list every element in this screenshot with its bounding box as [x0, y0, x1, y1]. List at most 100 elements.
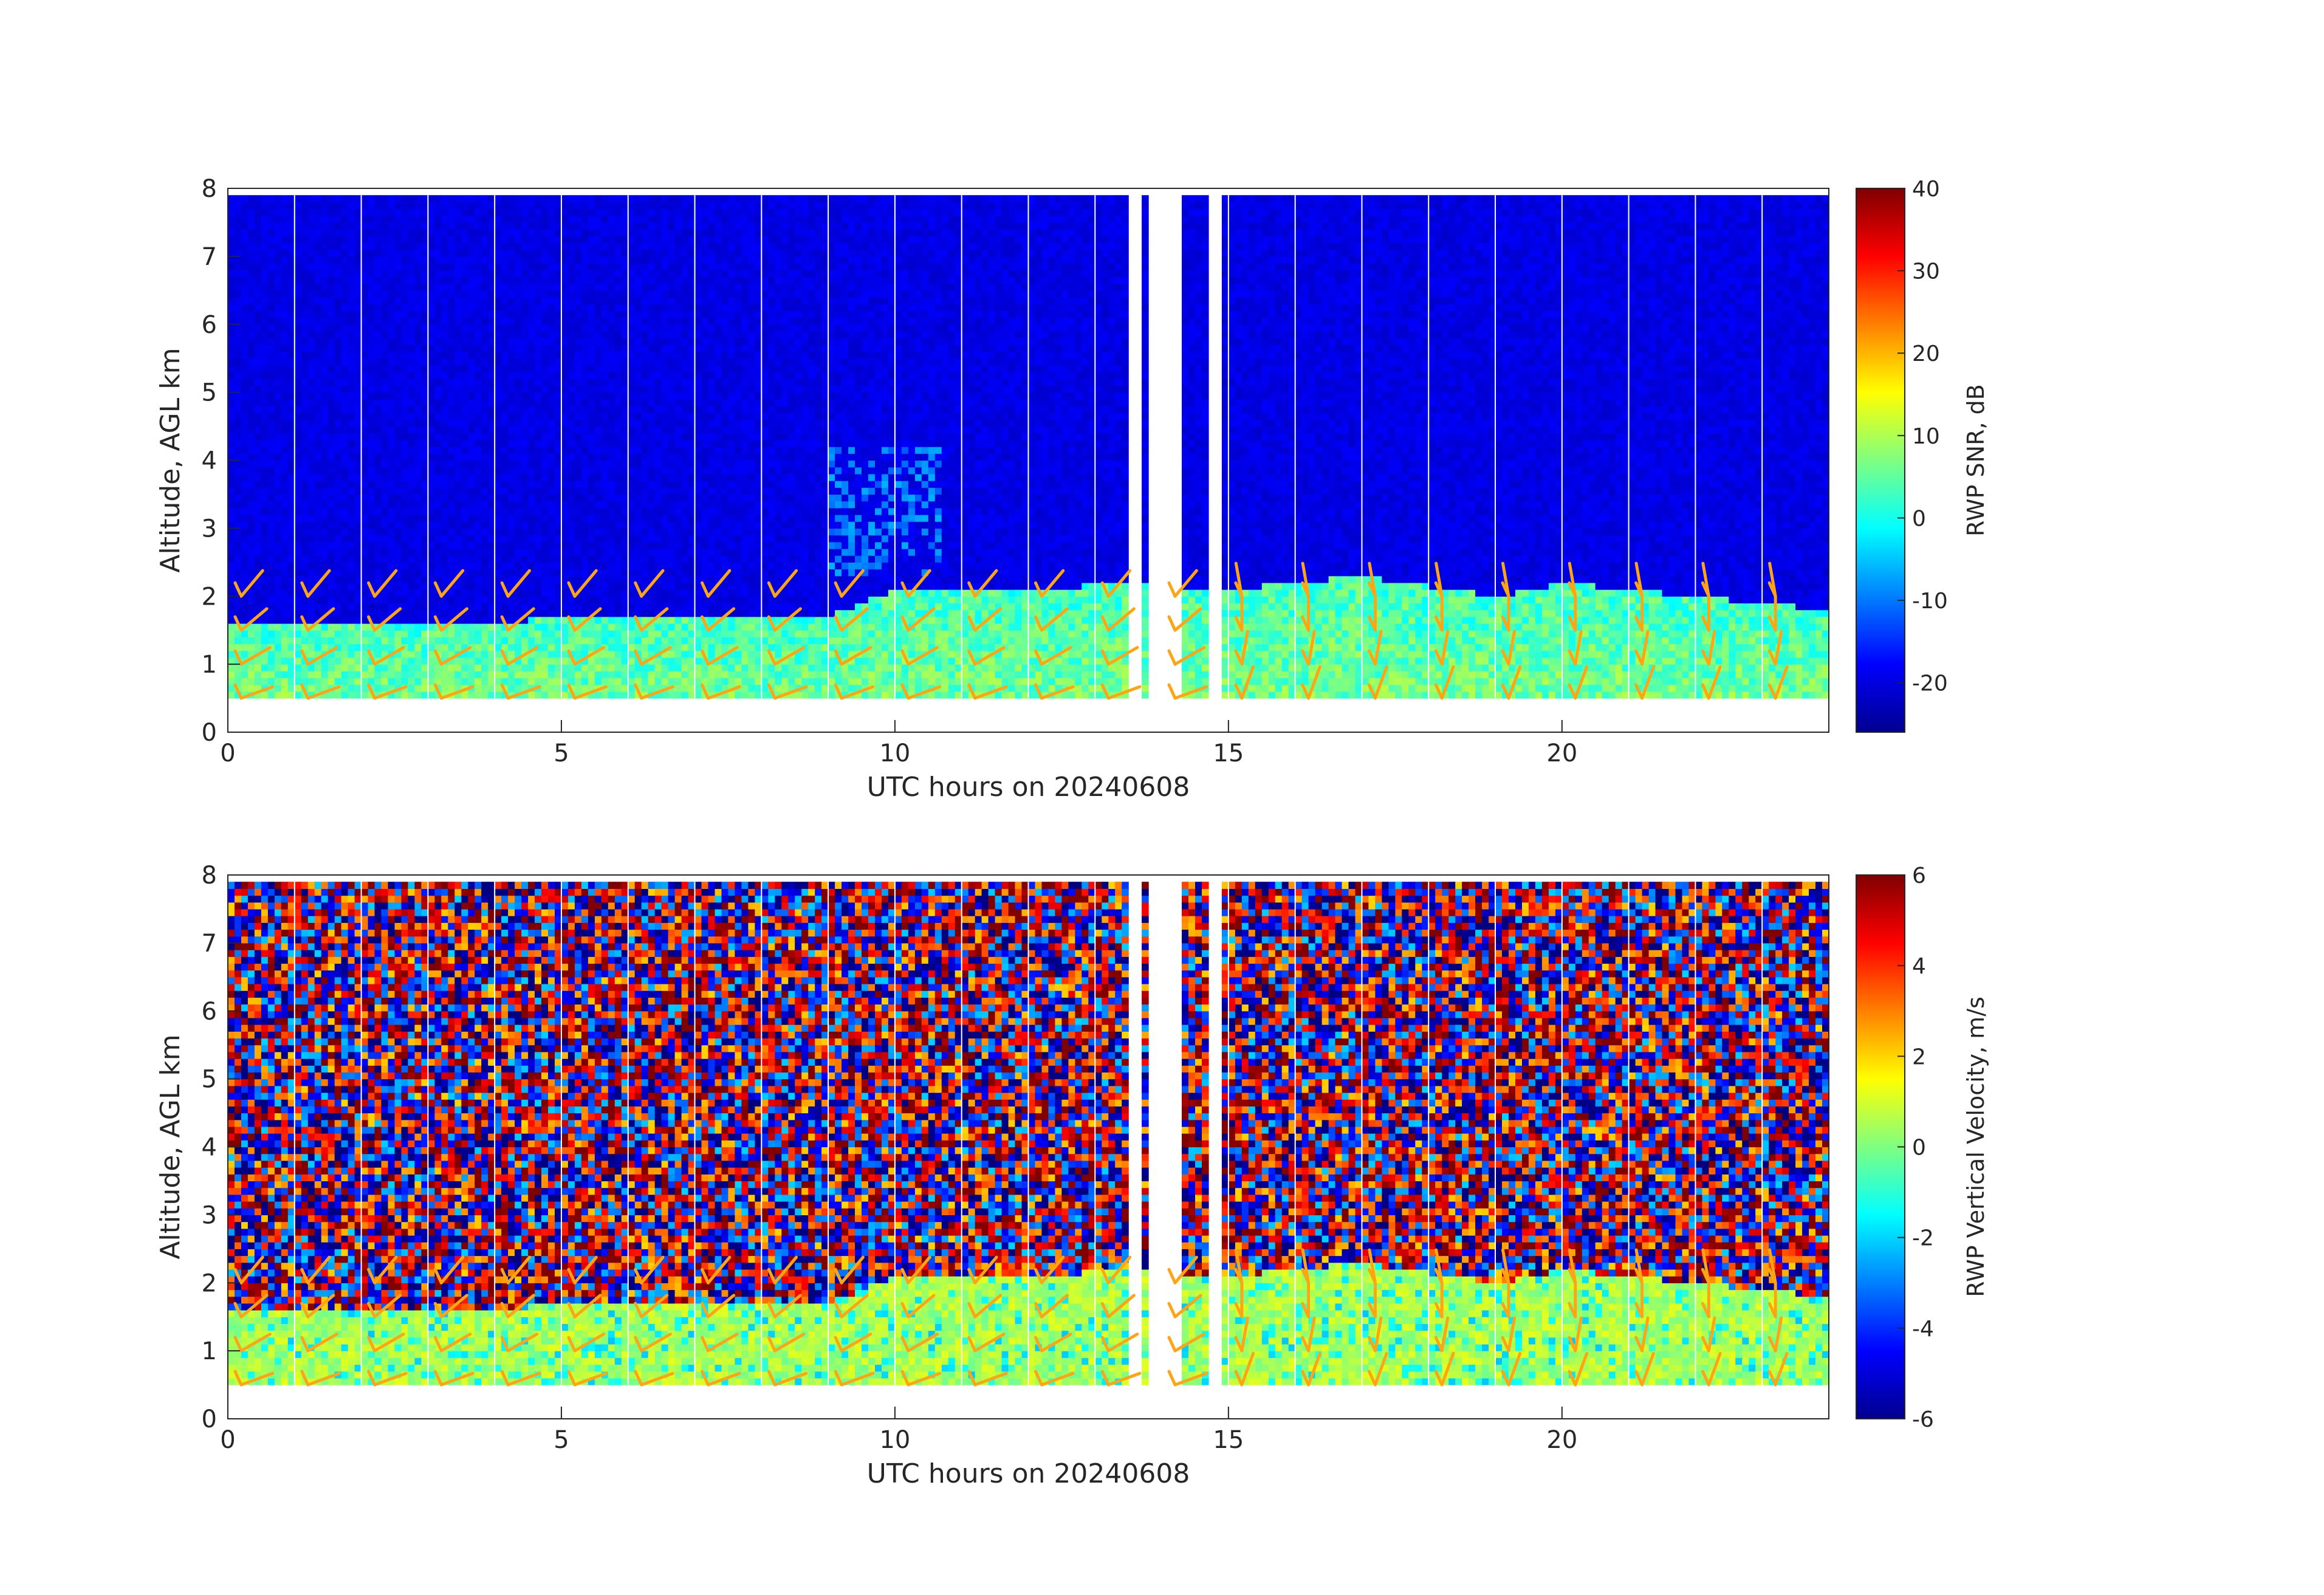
heatmap-cell: [641, 603, 649, 611]
heatmap-cell: [468, 413, 475, 420]
heatmap-cell: [567, 562, 575, 570]
heatmap-cell: [388, 379, 396, 386]
heatmap-cell: [274, 467, 282, 475]
heatmap-cell: [621, 643, 629, 651]
heatmap-cell: [414, 447, 422, 454]
heatmap-cell: [321, 481, 329, 488]
heatmap-cell: [501, 297, 509, 304]
heatmap-cell: [588, 399, 595, 406]
heatmap-cell: [475, 351, 482, 359]
heatmap-cell: [594, 290, 602, 298]
heatmap-cell: [588, 392, 595, 400]
heatmap-cell: [247, 473, 255, 481]
heatmap-cell: [628, 331, 636, 338]
heatmap-cell: [608, 521, 615, 529]
heatmap-cell: [608, 582, 615, 590]
heatmap-cell: [475, 467, 482, 475]
heatmap-cell: [567, 501, 575, 509]
heatmap-cell: [488, 283, 495, 291]
heatmap-cell: [401, 515, 409, 522]
heatmap-cell: [481, 433, 488, 441]
heatmap-cell: [368, 372, 375, 379]
heatmap-cell: [608, 447, 615, 454]
heatmap-cell: [475, 569, 482, 577]
heatmap-cell: [428, 270, 435, 277]
heatmap-cell: [521, 467, 529, 475]
heatmap-cell: [608, 487, 615, 495]
heatmap-cell: [348, 650, 355, 658]
heatmap-cell: [574, 229, 582, 236]
heatmap-cell: [247, 399, 255, 406]
heatmap-cell: [341, 481, 349, 488]
heatmap-cell: [414, 596, 422, 604]
heatmap-cell: [428, 555, 435, 563]
heatmap-cell: [267, 515, 275, 522]
heatmap-cell: [307, 684, 315, 692]
heatmap-cell: [548, 270, 555, 277]
heatmap-cell: [561, 596, 569, 604]
heatmap-cell: [428, 297, 435, 304]
heatmap-cell: [408, 358, 415, 366]
heatmap-cell: [261, 215, 269, 223]
heatmap-cell: [341, 338, 349, 345]
heatmap-cell: [621, 609, 629, 617]
heatmap-cell: [508, 460, 515, 468]
heatmap-cell: [481, 249, 488, 257]
heatmap-cell: [621, 379, 629, 386]
heatmap-cell: [634, 297, 642, 304]
heatmap-cell: [421, 283, 428, 291]
heatmap-cell: [428, 331, 435, 338]
heatmap-cell: [241, 317, 249, 325]
heatmap-cell: [495, 664, 502, 671]
heatmap-cell: [608, 365, 615, 372]
heatmap-cell: [628, 426, 636, 434]
heatmap-cell: [354, 684, 362, 692]
heatmap-cell: [461, 392, 468, 400]
heatmap-cell: [228, 569, 235, 577]
heatmap-cell: [341, 406, 349, 413]
heatmap-cell: [448, 263, 455, 270]
heatmap-cell: [488, 202, 495, 210]
heatmap-cell: [307, 310, 315, 318]
heatmap-cell: [508, 195, 515, 202]
heatmap-cell: [648, 419, 656, 427]
heatmap-cell: [348, 535, 355, 543]
heatmap-cell: [414, 283, 422, 291]
heatmap-cell: [621, 229, 629, 236]
heatmap-cell: [515, 664, 522, 671]
heatmap-cell: [267, 208, 275, 216]
heatmap-cell: [434, 562, 442, 570]
heatmap-cell: [381, 609, 389, 617]
heatmap-cell: [581, 473, 589, 481]
heatmap-cell: [287, 338, 295, 345]
heatmap-cell: [548, 616, 555, 624]
heatmap-cell: [561, 385, 569, 393]
heatmap-cell: [614, 664, 622, 671]
heatmap-cell: [368, 310, 375, 318]
heatmap-cell: [235, 304, 242, 311]
heatmap-cell: [475, 304, 482, 311]
heatmap-cell: [634, 202, 642, 210]
heatmap-cell: [654, 276, 662, 284]
heatmap-cell: [674, 521, 682, 529]
heatmap-cell: [287, 249, 295, 257]
heatmap-cell: [414, 507, 422, 515]
heatmap-cell: [394, 569, 402, 577]
heatmap-cell: [381, 439, 389, 447]
heatmap-cell: [261, 419, 269, 427]
heatmap-cell: [441, 507, 448, 515]
heatmap-cell: [634, 426, 642, 434]
heatmap-cell: [668, 616, 676, 624]
heatmap-cell: [241, 202, 249, 210]
heatmap-cell: [421, 229, 428, 236]
heatmap-cell: [454, 249, 462, 257]
heatmap-cell: [267, 555, 275, 563]
heatmap-cell: [368, 521, 375, 529]
heatmap-cell: [541, 242, 549, 250]
heatmap-cell: [287, 494, 295, 502]
heatmap-cell: [488, 521, 495, 529]
heatmap-cell: [434, 460, 442, 468]
heatmap-cell: [414, 256, 422, 264]
heatmap-cell: [515, 657, 522, 665]
heatmap-cell: [641, 541, 649, 549]
